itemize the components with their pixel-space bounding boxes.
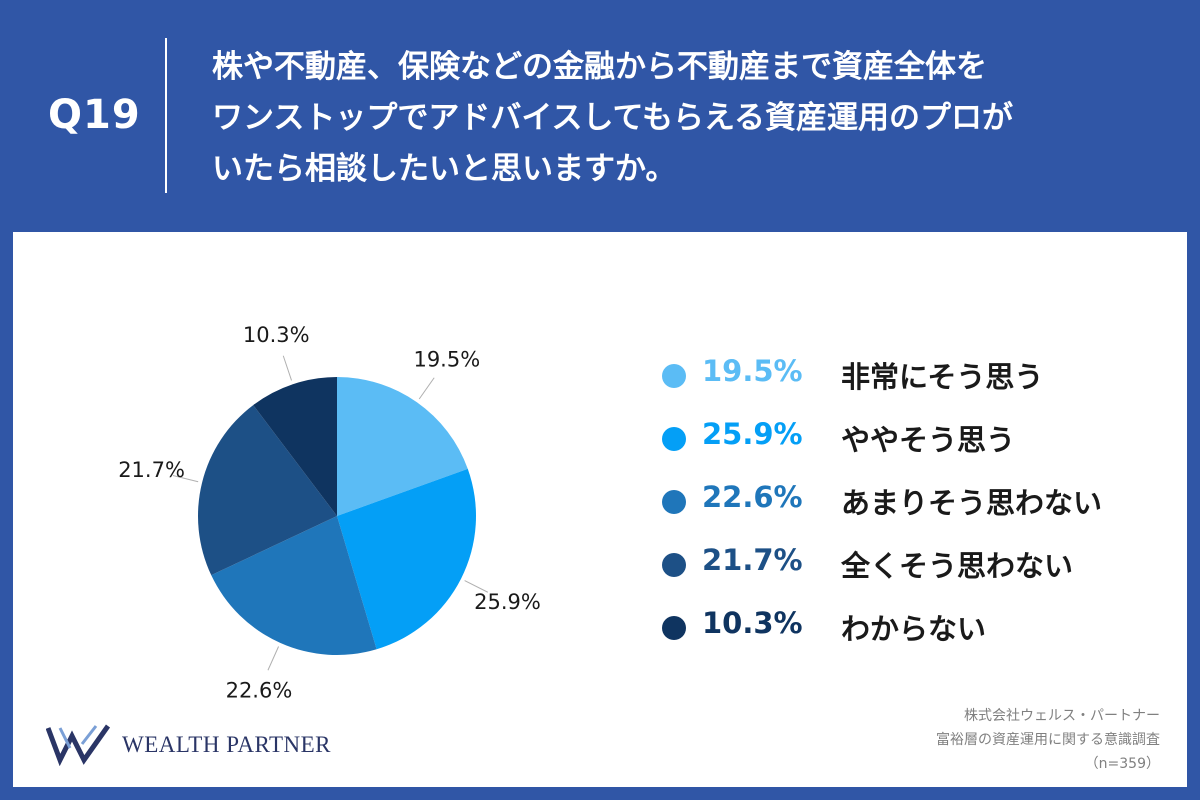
- data-label: 22.6%: [226, 678, 293, 702]
- legend: 19.5% 非常にそう思う 25.9% ややそう思う 22.6% あまりそう思わ…: [648, 352, 1168, 667]
- legend-value: 21.7%: [702, 543, 803, 577]
- pie-slice: [211, 516, 377, 655]
- leader-line: [282, 355, 293, 381]
- legend-swatch: [662, 490, 686, 514]
- legend-swatch: [662, 427, 686, 451]
- legend-swatch: [662, 364, 686, 388]
- legend-value: 25.9%: [702, 417, 803, 451]
- legend-label: 全くそう思わない: [841, 549, 1074, 583]
- logo-text: WEALTH PARTNER: [122, 732, 332, 757]
- legend-item: 22.6% あまりそう思わない: [648, 478, 1168, 541]
- legend-swatch: [662, 616, 686, 640]
- source-sample: （n=359）: [1084, 756, 1160, 772]
- legend-label: ややそう思う: [841, 423, 1016, 457]
- legend-label: 非常にそう思う: [841, 360, 1044, 394]
- question-text: 株や不動産、保険などの金融から不動産まで資産全体を ワンストップでアドバイスして…: [212, 42, 1172, 195]
- legend-value: 10.3%: [702, 606, 803, 640]
- pie-slice: [253, 377, 337, 516]
- legend-value: 19.5%: [702, 354, 803, 388]
- question-number: Q19: [48, 92, 141, 138]
- question-line: 株や不動産、保険などの金融から不動産まで資産全体を: [212, 49, 987, 85]
- legend-item: 25.9% ややそう思う: [648, 415, 1168, 478]
- legend-swatch: [662, 553, 686, 577]
- legend-value: 22.6%: [702, 480, 803, 514]
- leader-line: [418, 377, 435, 400]
- legend-label: あまりそう思わない: [841, 486, 1103, 520]
- leader-line: [267, 646, 280, 671]
- wp-logo-icon: [45, 724, 111, 767]
- leader-line: [464, 580, 489, 593]
- leader-line: [172, 475, 199, 483]
- pie-slice: [337, 377, 468, 516]
- legend-label: わからない: [841, 612, 987, 646]
- question-header: Q19 株や不動産、保険などの金融から不動産まで資産全体を ワンストップでアドバ…: [0, 0, 1200, 230]
- source-survey: 富裕層の資産運用に関する意識調査: [936, 732, 1160, 748]
- source-note: 株式会社ウェルス・パートナー 富裕層の資産運用に関する意識調査 （n=359）: [800, 704, 1160, 776]
- data-label: 21.7%: [118, 458, 185, 482]
- data-label: 19.5%: [413, 348, 480, 372]
- legend-item: 21.7% 全くそう思わない: [648, 541, 1168, 604]
- question-line: ワンストップでアドバイスしてもらえる資産運用のプロが: [212, 100, 1014, 136]
- pie-slice: [198, 405, 337, 576]
- data-label: 25.9%: [474, 590, 541, 614]
- header-divider: [165, 38, 167, 193]
- legend-item: 19.5% 非常にそう思う: [648, 352, 1168, 415]
- source-company: 株式会社ウェルス・パートナー: [964, 708, 1160, 724]
- question-line: いたら相談したいと思いますか。: [212, 151, 677, 187]
- data-label: 10.3%: [243, 323, 310, 347]
- legend-item: 10.3% わからない: [648, 604, 1168, 667]
- pie-slice: [337, 468, 477, 650]
- company-logo: WEALTH PARTNER: [45, 722, 366, 767]
